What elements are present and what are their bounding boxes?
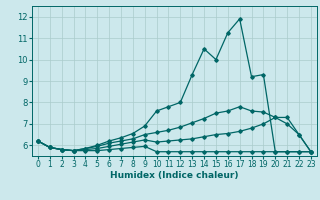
X-axis label: Humidex (Indice chaleur): Humidex (Indice chaleur)	[110, 171, 239, 180]
